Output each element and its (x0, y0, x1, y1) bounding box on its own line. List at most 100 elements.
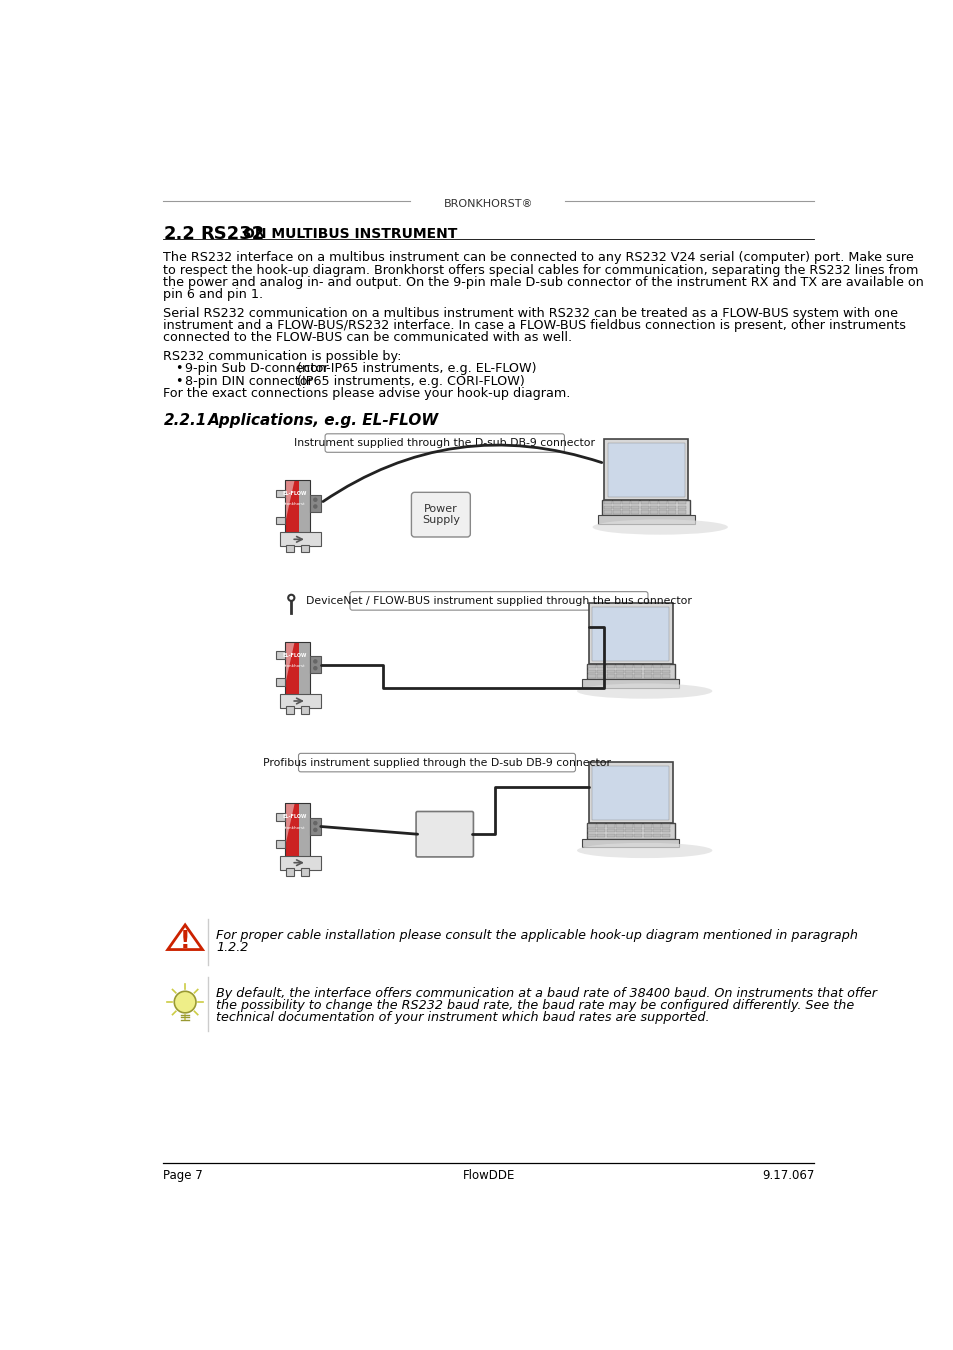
Ellipse shape (577, 683, 712, 699)
FancyBboxPatch shape (668, 501, 676, 504)
Text: BRONKHORST®: BRONKHORST® (444, 198, 533, 209)
FancyBboxPatch shape (588, 824, 596, 828)
FancyBboxPatch shape (613, 501, 620, 504)
Text: the power and analog in- and output. On the 9-pin male D-sub connector of the in: the power and analog in- and output. On … (163, 275, 923, 289)
Polygon shape (168, 925, 202, 949)
FancyBboxPatch shape (601, 500, 689, 516)
FancyBboxPatch shape (606, 664, 614, 668)
Ellipse shape (577, 842, 712, 859)
FancyBboxPatch shape (624, 834, 633, 837)
FancyBboxPatch shape (588, 675, 596, 678)
FancyBboxPatch shape (603, 501, 611, 504)
FancyBboxPatch shape (280, 856, 320, 869)
FancyBboxPatch shape (310, 818, 320, 836)
FancyBboxPatch shape (624, 664, 633, 668)
FancyBboxPatch shape (275, 678, 285, 686)
FancyBboxPatch shape (588, 603, 672, 664)
Text: FlowDDE: FlowDDE (462, 1169, 515, 1183)
Text: EL-FLOW: EL-FLOW (282, 652, 306, 657)
Text: instrument and a FLOW-BUS/RS232 interface. In case a FLOW-BUS fieldbus connectio: instrument and a FLOW-BUS/RS232 interfac… (163, 319, 905, 332)
FancyBboxPatch shape (416, 811, 473, 857)
Text: !: ! (179, 929, 191, 953)
FancyBboxPatch shape (652, 675, 660, 678)
Circle shape (288, 595, 294, 601)
FancyBboxPatch shape (668, 510, 676, 514)
FancyBboxPatch shape (621, 501, 629, 504)
FancyBboxPatch shape (286, 868, 294, 876)
FancyBboxPatch shape (634, 670, 641, 674)
Circle shape (314, 822, 316, 825)
FancyBboxPatch shape (652, 834, 660, 837)
Text: connected to the FLOW-BUS can be communicated with as well.: connected to the FLOW-BUS can be communi… (163, 331, 572, 344)
FancyBboxPatch shape (652, 824, 660, 828)
FancyBboxPatch shape (634, 664, 641, 668)
Circle shape (314, 667, 316, 670)
FancyBboxPatch shape (598, 516, 694, 524)
FancyBboxPatch shape (411, 493, 470, 537)
FancyBboxPatch shape (285, 641, 298, 695)
FancyBboxPatch shape (285, 803, 298, 857)
Text: Profibus instrument supplied through the D-sub DB-9 connector: Profibus instrument supplied through the… (263, 757, 610, 768)
Text: 9.17.067: 9.17.067 (761, 1169, 814, 1183)
Polygon shape (285, 481, 294, 524)
FancyBboxPatch shape (325, 433, 564, 452)
FancyBboxPatch shape (616, 834, 623, 837)
Text: Bronkhorst: Bronkhorst (283, 664, 305, 668)
Text: •: • (174, 374, 182, 387)
Text: (non-IP65 instruments, e.g. EL-FLOW): (non-IP65 instruments, e.g. EL-FLOW) (297, 362, 537, 375)
Text: ON MULTIBUS INSTRUMENT: ON MULTIBUS INSTRUMENT (243, 227, 457, 242)
FancyBboxPatch shape (643, 834, 651, 837)
Ellipse shape (592, 520, 727, 535)
FancyBboxPatch shape (621, 510, 629, 514)
FancyBboxPatch shape (661, 824, 669, 828)
FancyBboxPatch shape (592, 606, 668, 660)
FancyBboxPatch shape (631, 510, 639, 514)
FancyBboxPatch shape (301, 868, 309, 876)
Text: technical documentation of your instrument which baud rates are supported.: technical documentation of your instrume… (216, 1011, 709, 1025)
FancyBboxPatch shape (298, 753, 575, 772)
Circle shape (314, 829, 316, 832)
FancyBboxPatch shape (631, 501, 639, 504)
FancyBboxPatch shape (286, 706, 294, 714)
FancyBboxPatch shape (634, 824, 641, 828)
Text: 9-pin Sub D-connector: 9-pin Sub D-connector (185, 362, 329, 375)
FancyBboxPatch shape (616, 664, 623, 668)
Text: to respect the hook-up diagram. Bronkhorst offers special cables for communicati: to respect the hook-up diagram. Bronkhor… (163, 263, 918, 277)
FancyBboxPatch shape (586, 664, 674, 679)
Text: the possibility to change the RS232 baud rate, the baud rate may be configured d: the possibility to change the RS232 baud… (216, 999, 854, 1012)
Text: DeviceNet / FLOW-BUS instrument supplied through the bus connector: DeviceNet / FLOW-BUS instrument supplied… (306, 595, 691, 606)
Text: Power
Supply: Power Supply (421, 504, 459, 525)
FancyBboxPatch shape (275, 517, 285, 524)
FancyBboxPatch shape (275, 813, 285, 821)
FancyBboxPatch shape (649, 505, 658, 509)
FancyBboxPatch shape (275, 490, 285, 497)
FancyBboxPatch shape (597, 834, 604, 837)
FancyBboxPatch shape (661, 675, 669, 678)
Polygon shape (285, 641, 294, 684)
FancyBboxPatch shape (588, 763, 672, 824)
FancyBboxPatch shape (652, 829, 660, 833)
FancyBboxPatch shape (616, 829, 623, 833)
FancyBboxPatch shape (607, 443, 684, 497)
Text: The RS232 interface on a multibus instrument can be connected to any RS232 V24 s: The RS232 interface on a multibus instru… (163, 251, 913, 265)
FancyBboxPatch shape (677, 505, 685, 509)
FancyBboxPatch shape (624, 670, 633, 674)
FancyBboxPatch shape (298, 803, 310, 857)
FancyBboxPatch shape (588, 670, 596, 674)
FancyBboxPatch shape (640, 501, 648, 504)
Text: RS232: RS232 (200, 225, 265, 243)
FancyBboxPatch shape (275, 840, 285, 848)
FancyBboxPatch shape (640, 505, 648, 509)
FancyBboxPatch shape (643, 664, 651, 668)
FancyBboxPatch shape (581, 679, 679, 687)
FancyBboxPatch shape (581, 838, 679, 846)
FancyBboxPatch shape (606, 829, 614, 833)
FancyBboxPatch shape (597, 824, 604, 828)
FancyBboxPatch shape (310, 656, 320, 674)
Text: EL-FLOW: EL-FLOW (282, 814, 306, 819)
FancyBboxPatch shape (643, 824, 651, 828)
FancyBboxPatch shape (286, 544, 294, 552)
FancyBboxPatch shape (592, 765, 668, 819)
FancyBboxPatch shape (586, 824, 674, 838)
FancyBboxPatch shape (588, 829, 596, 833)
